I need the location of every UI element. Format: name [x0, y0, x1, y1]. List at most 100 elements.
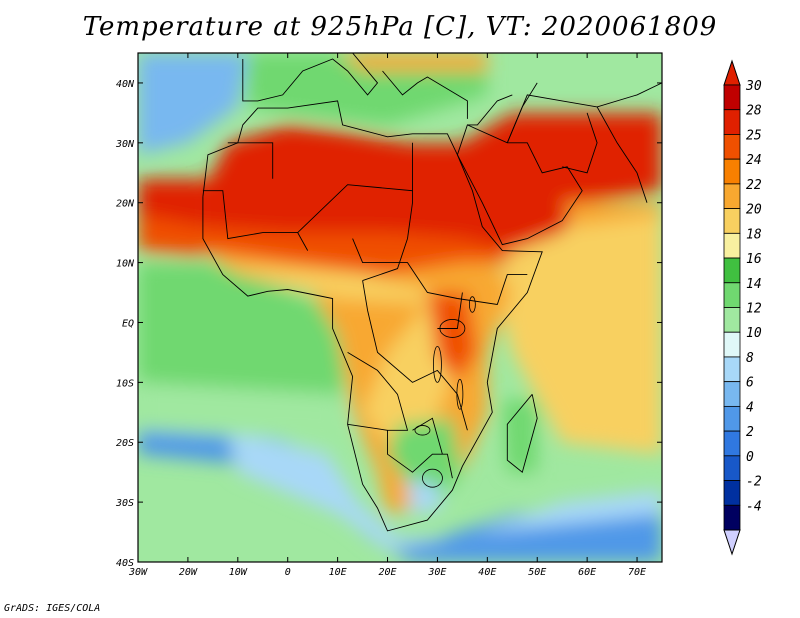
- colorbar-swatch: [723, 208, 741, 234]
- lat-tick-label: 20N: [116, 199, 135, 210]
- lon-tick-label: 50E: [528, 567, 546, 578]
- coast-line: [467, 94, 513, 126]
- field-region: [502, 400, 538, 473]
- field-region: [227, 430, 662, 550]
- colorbar-label: 14: [746, 277, 762, 292]
- lat-tick-label: EQ: [122, 318, 134, 329]
- colorbar-swatch: [723, 183, 741, 210]
- colorbar-label: 28: [746, 104, 762, 119]
- colorbar-swatch: [723, 430, 741, 457]
- coast-line: [457, 274, 528, 306]
- coast-line: [437, 292, 463, 329]
- lat-tick-label: 40S: [116, 558, 134, 569]
- colorbar-swatch: [723, 331, 741, 358]
- colorbar-swatch: [723, 307, 741, 333]
- lat-tick-label: 40N: [116, 79, 135, 90]
- lon-tick-label: 60E: [578, 567, 596, 578]
- colorbar-swatch: [723, 109, 741, 135]
- coast-line: [352, 238, 458, 299]
- field-region: [497, 202, 662, 455]
- temperature-field: [138, 53, 662, 562]
- coast-line: [297, 142, 413, 233]
- lake-outline: [468, 296, 476, 313]
- colorbar-label: 2: [746, 425, 754, 440]
- colorbar-label: 16: [746, 252, 762, 267]
- colorbar-label: 24: [746, 153, 762, 168]
- colorbar-label: 0: [746, 450, 754, 465]
- field-region: [387, 418, 463, 503]
- colorbar-label: 30: [745, 79, 762, 94]
- field-region: [138, 53, 248, 155]
- lon-tick-label: 10E: [329, 567, 347, 578]
- lon-tick-label: 20W: [179, 567, 198, 578]
- lake-outline: [433, 345, 442, 383]
- colorbar-swatch: [723, 455, 741, 481]
- coast-line: [347, 352, 409, 431]
- field-region: [138, 262, 348, 413]
- colorbar-label: 4: [746, 400, 754, 415]
- lat-tick-label: 10N: [116, 259, 135, 270]
- colorbar-swatch: [723, 356, 741, 383]
- field-region: [138, 214, 203, 257]
- coast-line: [242, 53, 379, 102]
- lon-tick-label: 30E: [427, 567, 446, 578]
- lon-tick-label: 0: [285, 567, 291, 578]
- colorbar-label: 22: [746, 178, 762, 193]
- lake-outline: [439, 319, 466, 338]
- colorbar-swatch: [723, 480, 741, 506]
- field-region: [138, 382, 348, 443]
- colorbar-label: -2: [746, 475, 762, 490]
- coast-line: [362, 280, 468, 431]
- map-title: Temperature at 925hPa [C], VT: 202006180…: [82, 12, 718, 42]
- lake-outline: [422, 468, 443, 488]
- lon-tick-label: 40E: [478, 567, 496, 578]
- colorbar-swatch: [723, 257, 741, 284]
- colorbar-label: 25: [746, 128, 762, 143]
- colorbar-swatch: [723, 282, 741, 308]
- lat-tick-label: 30S: [115, 498, 134, 509]
- credit-text: GrADS: IGES/COLA: [4, 603, 101, 614]
- lat-tick-label: 30N: [115, 139, 135, 150]
- axis-ticks: 30W 20W 10W 0 10E 20E 30E 40E 50E 60E 70E 40N 30N 20N…: [115, 53, 662, 578]
- coast-line: [202, 190, 309, 251]
- lat-tick-label: 20S: [116, 438, 134, 449]
- field-region: [212, 262, 463, 467]
- coast-line: [506, 82, 538, 143]
- lon-tick-label: 30W: [128, 567, 148, 578]
- colorbar-swatch: [723, 84, 741, 111]
- colorbar-label: 12: [746, 302, 762, 317]
- colorbar-swatch: [723, 134, 741, 160]
- colorbar-lower-triangle: [723, 529, 741, 556]
- coast-line: [382, 70, 468, 119]
- lon-tick-label: 70E: [628, 567, 646, 578]
- colorbar-swatch: [723, 405, 741, 432]
- colorbar-label: 20: [746, 203, 762, 218]
- field-region: [562, 202, 662, 227]
- lon-tick-label: 10W: [229, 567, 248, 578]
- coast-line: [562, 112, 598, 174]
- coast-line: [387, 430, 453, 479]
- colorbar-label: 18: [746, 227, 762, 242]
- coast-line: [227, 142, 274, 179]
- coast-line: [506, 394, 538, 473]
- coast-line: [202, 100, 543, 532]
- field-region: [202, 112, 662, 251]
- colorbar-label: -4: [746, 499, 762, 514]
- country-borders: [202, 53, 662, 532]
- coast-line: [506, 82, 662, 143]
- colorbar-upper-triangle: [723, 59, 741, 86]
- coast-line: [596, 106, 648, 203]
- lake-outline: [456, 378, 464, 410]
- coast-line: [362, 190, 413, 282]
- lon-tick-label: 20E: [378, 567, 396, 578]
- colorbar-label: 8: [746, 351, 754, 366]
- colorbar-label: 6: [746, 376, 754, 391]
- lake-outline: [414, 425, 431, 436]
- lat-tick-label: 10S: [116, 378, 134, 389]
- colorbar-swatch: [723, 504, 741, 531]
- colorbar-swatch: [723, 381, 741, 407]
- field-region: [337, 53, 488, 71]
- plot-frame: [137, 52, 663, 563]
